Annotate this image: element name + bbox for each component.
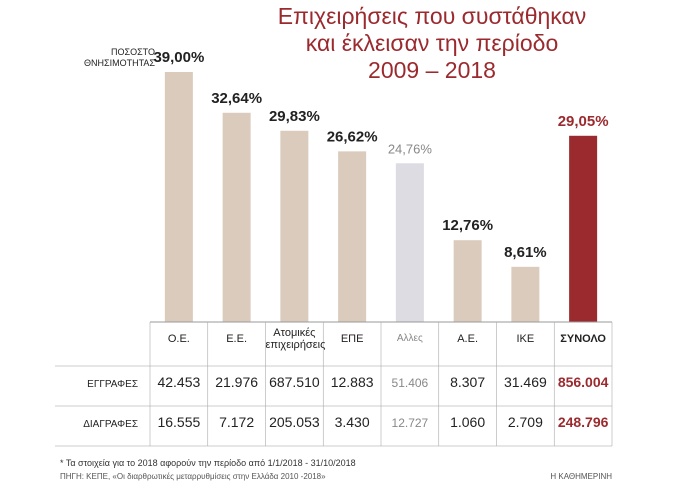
category-label: ΕΠΕ <box>340 333 364 345</box>
value-label: 26,62% <box>327 128 378 145</box>
bar <box>338 151 367 322</box>
table-value: 856.004 <box>558 374 609 390</box>
table-value: 687.510 <box>269 374 320 390</box>
value-label: 8,61% <box>504 244 547 261</box>
bar <box>453 240 482 322</box>
table-value: 12.883 <box>331 374 374 390</box>
chart-title: 2009 – 2018 <box>368 57 496 83</box>
row-label: ΕΓΓΡΑΦΕΣ <box>87 379 138 390</box>
value-label: 12,76% <box>442 217 493 234</box>
bar <box>395 163 424 322</box>
value-label: 29,05% <box>558 113 609 130</box>
table-value: 16.555 <box>157 414 200 430</box>
y-axis-label: ΠΟΣΟΣΤΟ ΘΝΗΣΙΜΟΤΗΤΑΣ <box>84 47 155 68</box>
table-value: 42.453 <box>157 374 200 390</box>
table-value: 31.469 <box>504 374 547 390</box>
table-value: 248.796 <box>558 414 609 430</box>
table-value: 3.430 <box>335 414 370 430</box>
table-value: 8.307 <box>450 374 485 390</box>
row-label: ΔΙΑΓΡΑΦΕΣ <box>83 419 138 430</box>
value-label: 29,83% <box>269 108 320 125</box>
credit: Η ΚΑΘΗΜΕΡΙΝΗ <box>550 472 612 481</box>
footnote: * Τα στοιχεία για το 2018 αφορούν την πε… <box>60 458 356 468</box>
category-label: Α.Ε. <box>457 333 479 345</box>
category-label: Αλλες <box>396 333 423 344</box>
bar <box>569 135 598 322</box>
table-value: 21.976 <box>215 374 258 390</box>
bar <box>222 112 251 323</box>
table-value: 12.727 <box>392 416 429 430</box>
bar <box>164 72 193 322</box>
category-label: ΣΥΝΟΛΟ <box>560 333 606 345</box>
category-label: Ο.Ε. <box>167 333 190 345</box>
bar <box>511 266 540 322</box>
table-value: 7.172 <box>219 414 254 430</box>
table-value: 205.053 <box>269 414 320 430</box>
value-label: 24,76% <box>388 141 433 156</box>
category-label: Ατομικές επιχειρήσεις <box>265 327 326 351</box>
category-label: ΙΚΕ <box>516 333 535 345</box>
chart-title: Επιχειρήσεις που συστάθηκαν <box>278 3 587 29</box>
bar <box>280 130 309 322</box>
value-label: 39,00% <box>153 49 204 66</box>
chart-title: και έκλεισαν την περίοδο <box>306 30 558 56</box>
source: ΠΗΓΗ: ΚΕΠΕ, «Οι διαρθρωτικές μεταρρυθμίσ… <box>60 472 326 481</box>
table-value: 1.060 <box>450 414 485 430</box>
table-value: 51.406 <box>392 376 429 390</box>
value-label: 32,64% <box>211 90 262 107</box>
table-value: 2.709 <box>508 414 543 430</box>
category-label: Ε.Ε. <box>226 333 248 345</box>
